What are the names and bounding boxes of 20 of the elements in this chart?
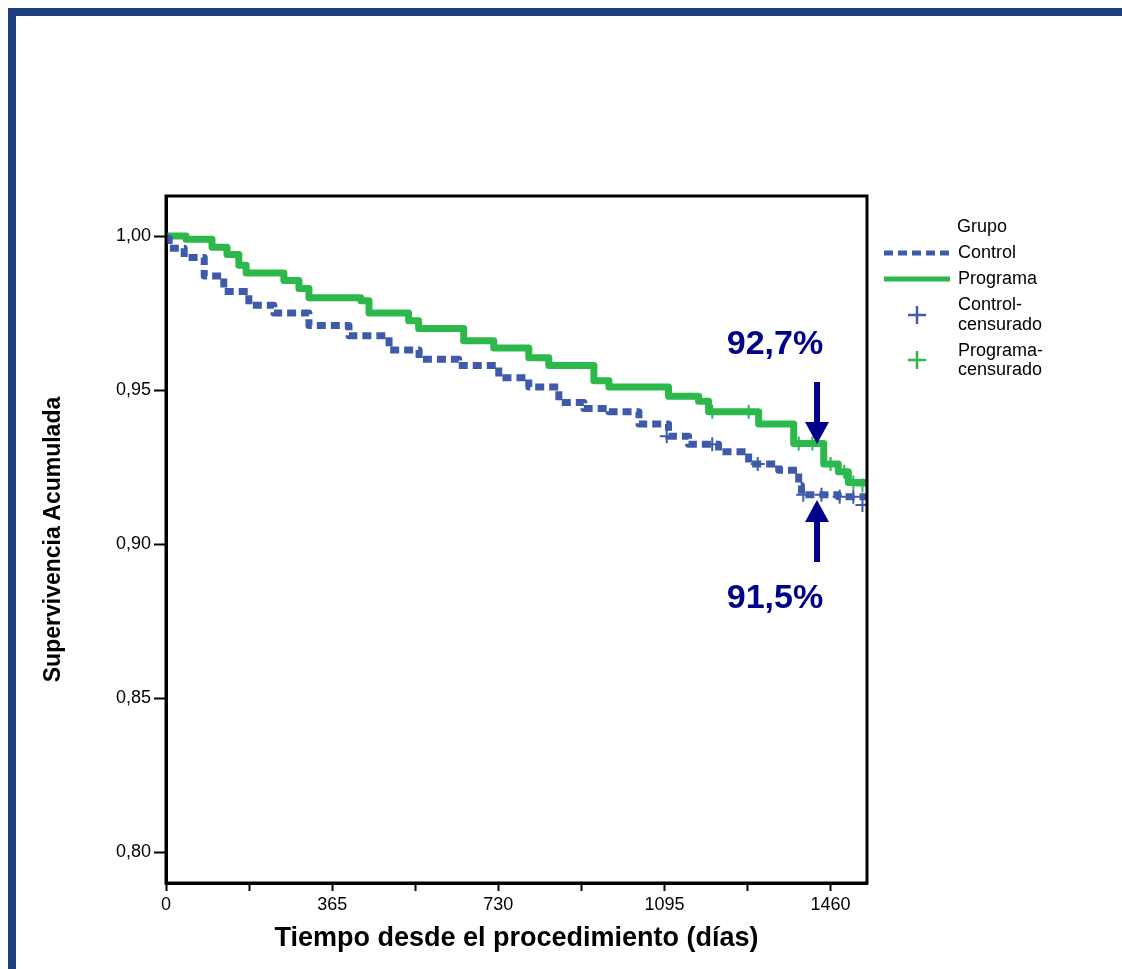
x-tick-label: 365 — [317, 893, 348, 914]
legend-title: Grupo — [956, 216, 1008, 237]
y-axis-title: Supervivencia Acumulada — [39, 396, 66, 683]
y-tick-label: 0,90 — [115, 533, 151, 554]
x-tick-label: 730 — [483, 893, 514, 914]
y-tick-label: 0,85 — [115, 687, 151, 708]
legend-label: Programa — [958, 268, 1038, 289]
x-tick-label: 1460 — [810, 893, 851, 914]
legend-label: Control-censurado — [958, 294, 1044, 335]
annotation: 91,5% — [726, 577, 824, 616]
x-axis-title: Tiempo desde el procedimiento (días) — [274, 922, 759, 953]
annotation: 92,7% — [726, 322, 824, 361]
y-tick-label: 0,95 — [115, 379, 151, 400]
x-tick-label: 0 — [160, 893, 172, 914]
point — [749, 456, 766, 473]
x-tick-label: 1095 — [644, 893, 685, 914]
y-tick-label: 0,80 — [115, 841, 151, 862]
legend-label: Programa-censurado — [958, 339, 1045, 381]
y-tick-label: 1,00 — [115, 225, 151, 246]
legend-label: Control — [958, 242, 1017, 263]
